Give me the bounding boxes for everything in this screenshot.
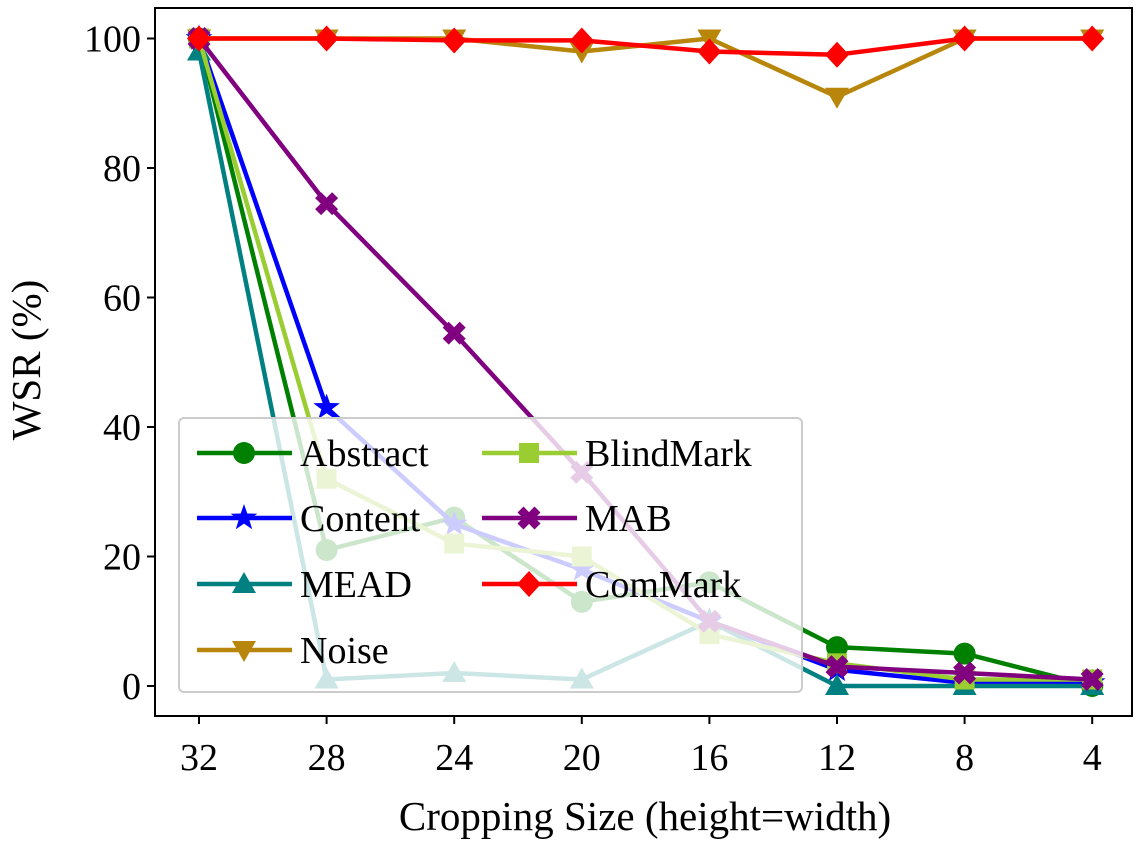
y-tick-label-20: 20 — [103, 537, 141, 579]
series-line-commark — [196, 36, 1095, 57]
legend-item-commark: ComMark — [482, 564, 741, 606]
x-tick-label-4: 4 — [1083, 737, 1102, 779]
data-point-mab-24 — [442, 321, 466, 345]
data-point-mab-4 — [1080, 668, 1104, 691]
legend-label-abstract: Abstract — [300, 433, 429, 475]
ticks: 0 20 40 60 80 100 32 28 24 20 16 12 8 4 — [84, 19, 1102, 780]
data-point-content-28 — [313, 393, 340, 419]
legend-label-blindmark: BlindMark — [585, 433, 752, 475]
y-tick-label-60: 60 — [103, 278, 141, 320]
legend-label-mab: MAB — [585, 498, 672, 540]
data-point-abstract-12 — [826, 636, 848, 659]
data-point-commark-16 — [697, 38, 722, 65]
data-point-commark-20 — [569, 27, 594, 54]
x-axis-label: Cropping Size (height=width) — [399, 793, 891, 839]
data-point-mab-8 — [953, 661, 977, 685]
legend-marker-blindmark — [519, 443, 539, 463]
x-tick-label-28: 28 — [308, 737, 346, 779]
axes — [154, 7, 1133, 717]
data-point-mab-12 — [825, 655, 849, 678]
data-point-noise-12 — [825, 87, 849, 109]
legend-item-mab: MAB — [482, 498, 672, 540]
y-tick-label-40: 40 — [103, 407, 141, 449]
x-tick-label-32: 32 — [180, 737, 218, 779]
data-point-commark-32 — [187, 25, 211, 52]
legend-marker-noise — [232, 641, 256, 662]
x-tick-label-24: 24 — [435, 737, 473, 779]
data-point-commark-28 — [314, 25, 339, 52]
x-tick-label-12: 12 — [818, 737, 856, 779]
legend: Abstract Content MEAD Noise BlindMark MAB ComM… — [178, 417, 803, 693]
legend-marker-mab — [517, 506, 541, 530]
legend-label-commark: ComMark — [585, 564, 741, 606]
legend-marker-commark — [517, 571, 541, 597]
data-point-commark-8 — [952, 25, 977, 52]
legend-marker-mead — [232, 572, 256, 593]
x-tick-label-16: 16 — [690, 737, 728, 779]
legend-marker-abstract — [233, 442, 255, 464]
legend-item-content: Content — [197, 498, 421, 540]
legend-item-mead: MEAD — [197, 564, 412, 606]
legend-label-noise: Noise — [300, 630, 389, 672]
legend-label-content: Content — [300, 498, 421, 540]
data-point-mead-12 — [825, 674, 849, 695]
data-point-commark-24 — [442, 27, 467, 54]
data-point-commark-12 — [825, 41, 849, 68]
legend-item-abstract: Abstract — [197, 433, 429, 475]
legend-frame — [178, 417, 803, 693]
x-tick-label-20: 20 — [563, 737, 601, 779]
y-tick-label-100: 100 — [84, 19, 141, 61]
plot-frame — [154, 7, 1133, 717]
legend-item-blindmark: BlindMark — [482, 433, 752, 475]
y-tick-label-80: 80 — [103, 148, 141, 190]
data-point-commark-4 — [1080, 25, 1105, 52]
legend-label-mead: MEAD — [300, 564, 412, 606]
y-axis-label: WSR (%) — [3, 280, 49, 441]
legend-item-noise: Noise — [197, 630, 389, 672]
y-tick-label-0: 0 — [122, 666, 141, 708]
x-tick-label-8: 8 — [955, 737, 974, 779]
legend-marker-content — [230, 504, 258, 530]
data-point-abstract-8 — [953, 642, 976, 665]
data-point-mab-28 — [315, 192, 339, 216]
series-commark — [187, 25, 1105, 68]
